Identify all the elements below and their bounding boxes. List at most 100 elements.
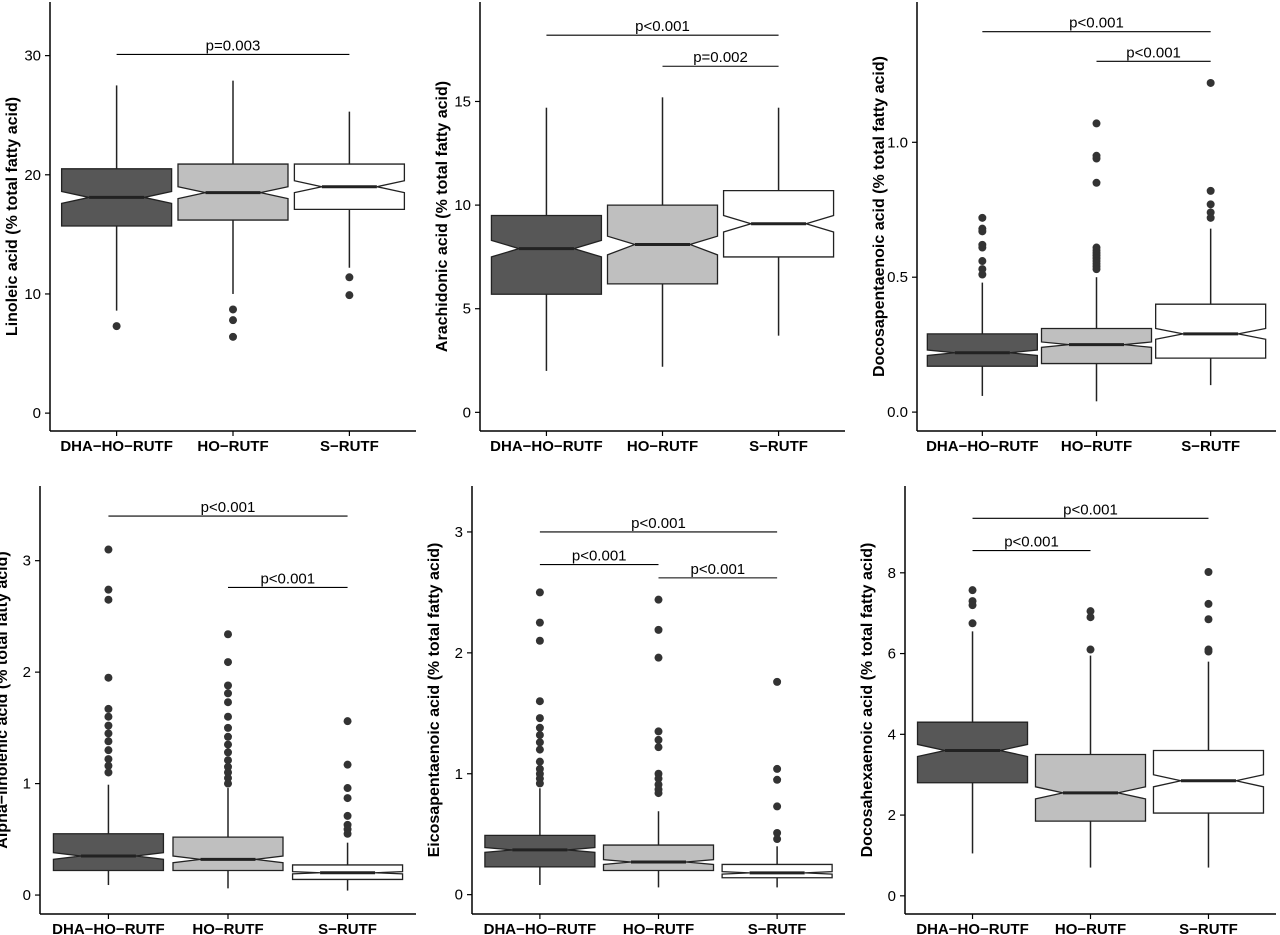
outlier-point [224,740,232,749]
outlier-point [968,586,977,595]
outlier-point [978,227,987,236]
outlier-point [343,811,352,820]
box-ho-rutf [1040,119,1153,402]
outlier-point [535,779,544,788]
y-tick-label: 5 [463,301,471,318]
x-tick-label: DHA−HO−RUTF [52,921,165,935]
p-value-label: p<0.001 [690,561,745,578]
notched-box [1034,753,1147,822]
x-tick-label: HO−RUTF [1061,438,1132,455]
y-axis-title: Eicosapentaenoic acid (% total fatty aci… [426,543,443,858]
outlier-point [773,828,782,837]
box-ho-rutf [177,80,289,341]
outlier-point [1086,607,1095,616]
outlier-point [535,723,544,732]
y-tick-label: 1.0 [887,134,908,151]
outlier-point [1092,119,1101,128]
outlier-point [1092,265,1101,274]
p-value-label: p<0.001 [572,548,627,565]
y-tick-label: 8 [888,565,896,582]
outlier-point [535,697,544,706]
outlier-point [104,761,113,770]
y-tick-label: 3 [455,524,463,541]
outlier-point [1092,154,1101,163]
outlier-point [773,764,782,773]
box-dha-ho-rutf [916,586,1029,854]
outlier-point [224,723,232,732]
y-tick-label: 3 [23,553,31,570]
outlier-point [224,762,232,771]
notched-box [172,836,284,872]
outlier-point [654,774,663,783]
p-value-label: p<0.001 [1069,15,1124,32]
box-s-rutf [722,107,835,336]
p-value-label: p=0.003 [206,37,261,54]
y-tick-label: 0 [888,888,896,905]
chart-panel-4: 0 1 2 3 Alpha−linolenic acid (% total fatty … [0,486,416,935]
outlier-point [535,714,544,723]
x-tick-label: S−RUTF [748,921,807,935]
outlier-point [343,829,352,838]
outlier-point [104,712,113,721]
x-tick-label: DHA−HO−RUTF [916,921,1029,935]
box-dha-ho-rutf [926,213,1038,396]
outlier-point [978,213,987,222]
outlier-point [773,677,782,686]
y-tick-label: 2 [23,664,31,681]
p-value-label: p<0.001 [1063,501,1118,518]
x-tick-label: S−RUTF [1181,438,1240,455]
notched-box [721,863,833,879]
box-ho-rutf [606,97,719,367]
outlier-point [104,585,113,594]
outlier-point [1204,568,1213,577]
outlier-point [773,802,782,811]
notched-box [1155,303,1267,359]
x-tick-label: DHA−HO−RUTF [484,921,597,935]
outlier-point [968,619,977,628]
outlier-point [224,779,232,788]
outlier-point [112,322,121,331]
outlier-point [654,735,663,744]
notched-box [52,833,165,872]
box-s-rutf [1152,568,1265,868]
chart-panel-5: 0 1 2 3 Eicosapentaenoic acid (% total fatty… [426,486,845,935]
outlier-point [104,721,113,730]
outlier-point [224,768,232,777]
y-tick-label: 0 [23,887,31,904]
outlier-point [968,601,977,610]
box-dha-ho-rutf [490,107,603,371]
outlier-point [654,653,663,662]
y-tick-label: 1 [23,776,31,793]
y-tick-label: 2 [888,807,896,824]
outlier-point [1086,613,1095,622]
chart-panel-6: 0 2 4 6 8 Docosahexaenoic acid (% total fatty… [859,486,1276,935]
outlier-point [535,738,544,747]
outlier-point [224,732,232,741]
outlier-point [224,698,232,707]
x-tick-label: S−RUTF [749,438,808,455]
x-tick-label: DHA−HO−RUTF [490,438,603,455]
outlier-point [1206,186,1215,195]
outlier-point [104,737,113,746]
y-axis-title: Docosapentaenoic acid (% total fatty aci… [871,56,888,377]
x-tick-label: HO−RUTF [627,438,698,455]
outlier-point [104,768,113,777]
y-tick-label: 10 [24,286,41,303]
x-tick-label: DHA−HO−RUTF [926,438,1039,455]
box-dha-ho-rutf [60,85,173,331]
outlier-point [104,729,113,738]
y-tick-label: 6 [888,646,896,663]
notched-box [926,333,1038,367]
outlier-point [104,673,113,682]
p-value-label: p<0.001 [1004,534,1059,551]
y-tick-label: 0 [33,405,41,422]
outlier-point [535,588,544,597]
p-value-label: p<0.001 [631,515,686,532]
outlier-point [978,270,987,279]
chart-panel-1: 0 10 20 30 Linoleic acid (% total fatty acid… [4,2,416,455]
outlier-point [1086,645,1095,654]
outlier-point [1204,647,1213,656]
